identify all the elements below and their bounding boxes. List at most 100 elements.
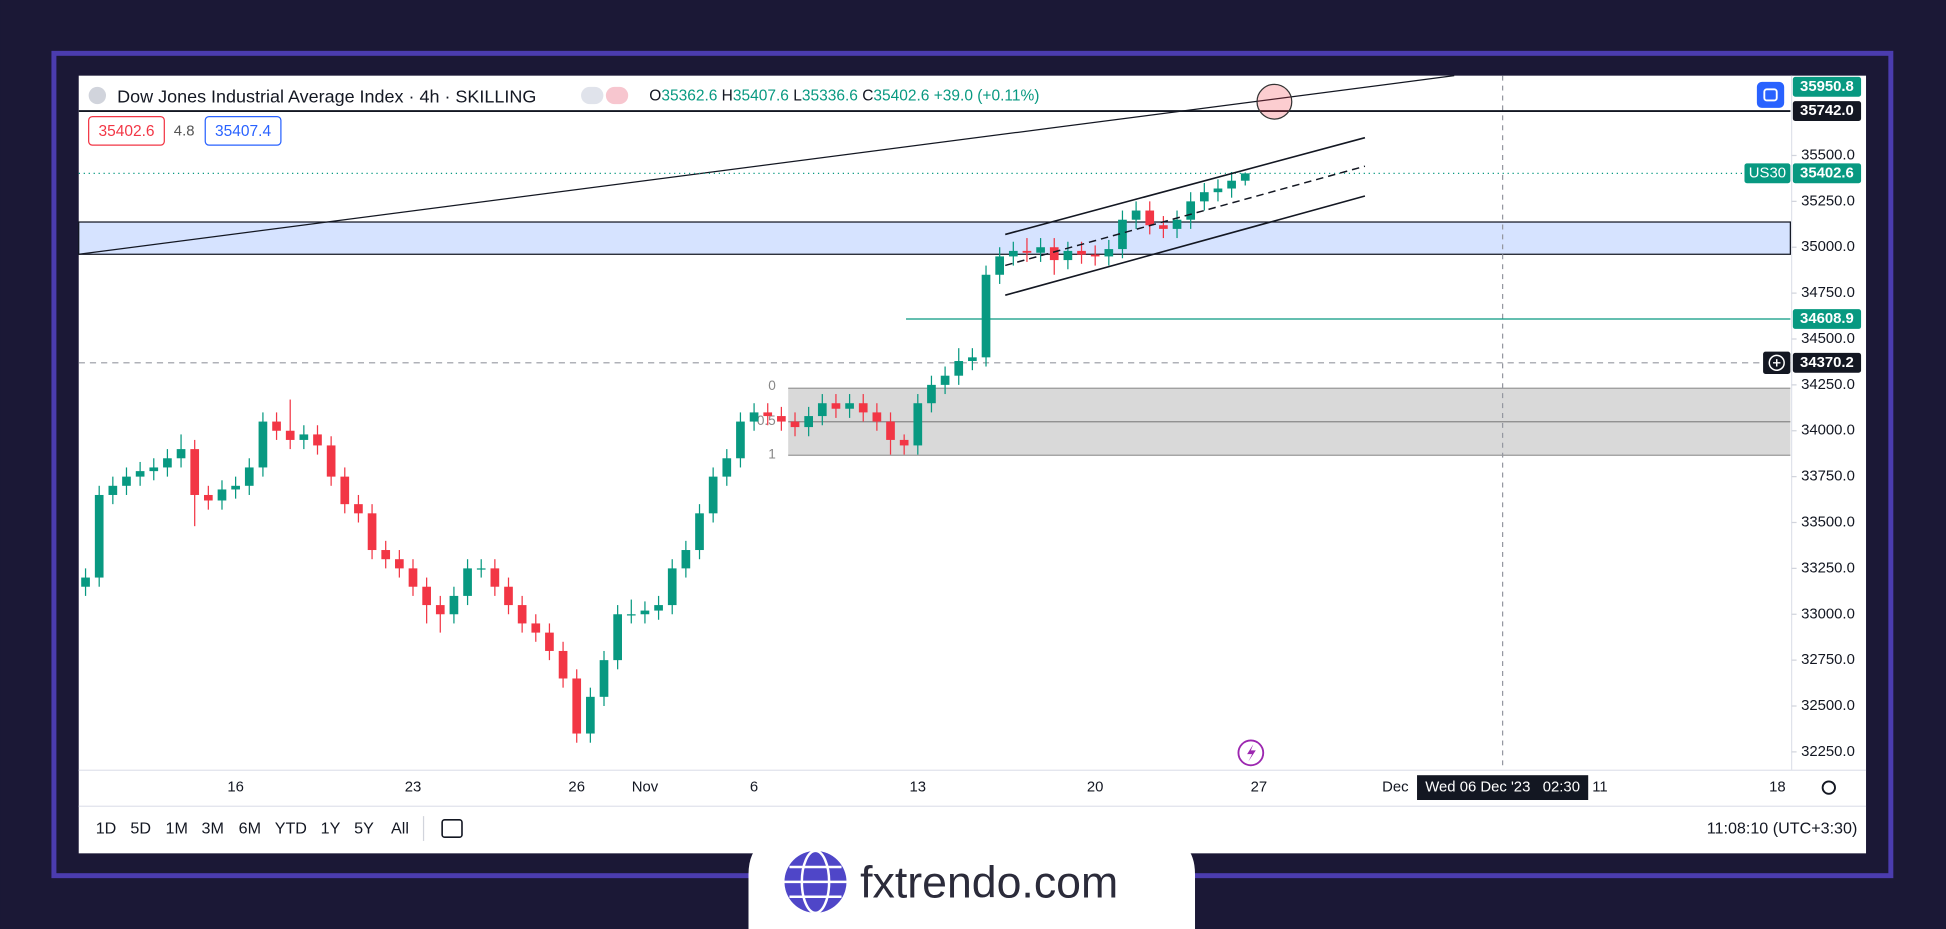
candle-body bbox=[1077, 250, 1086, 255]
candle-body bbox=[94, 494, 104, 578]
buy-price: 35407.4 bbox=[215, 123, 271, 140]
candle-body bbox=[572, 678, 582, 734]
candle-body bbox=[340, 476, 350, 505]
crosshair: Wed 06 Dec '23 02:30 bbox=[1237, 739, 1836, 801]
y-tick-label: 34000.0 bbox=[1801, 423, 1855, 439]
candle-body bbox=[517, 605, 527, 624]
timeframe-button[interactable]: 3M bbox=[201, 820, 223, 838]
candle-body bbox=[272, 421, 281, 431]
y-tick-label: 32750.0 bbox=[1801, 652, 1855, 668]
candle-body bbox=[858, 403, 868, 413]
price-tag-label: 35950.8 bbox=[1800, 79, 1854, 95]
candle-body bbox=[736, 421, 745, 459]
timeframe-button[interactable]: YTD bbox=[275, 820, 307, 838]
events-icon[interactable] bbox=[1237, 739, 1265, 767]
compare-icon bbox=[1763, 88, 1778, 102]
price-tag bbox=[1792, 352, 1862, 373]
candle-body bbox=[381, 550, 391, 560]
supply-zone bbox=[78, 221, 1791, 255]
y-tick-label: 35250.0 bbox=[1801, 193, 1855, 209]
fib-label: 1 bbox=[768, 446, 776, 461]
drawings: 0 0.5 1 bbox=[78, 75, 1791, 771]
legend: Dow Jones Industrial Average Index · 4h … bbox=[88, 81, 1785, 146]
date-range-icon[interactable] bbox=[441, 819, 463, 839]
candle-body bbox=[695, 513, 704, 551]
x-tick-label: 16 bbox=[227, 780, 244, 796]
price-tags: 35950.8 35742.0 35402.6 US30 34608.9 34370.2 bbox=[1744, 76, 1862, 374]
candle-body bbox=[1145, 210, 1155, 226]
price-tag bbox=[1792, 76, 1862, 97]
status-pill[interactable] bbox=[605, 86, 629, 105]
y-tick-label: 33750.0 bbox=[1801, 469, 1855, 485]
candle-body bbox=[176, 449, 186, 459]
x-tick-label: 23 bbox=[405, 780, 422, 796]
candle-body bbox=[899, 439, 909, 446]
x-tick-label: 26 bbox=[568, 780, 585, 796]
candle-body bbox=[435, 605, 445, 615]
candle-body bbox=[1240, 173, 1250, 181]
status-pill[interactable] bbox=[581, 86, 604, 105]
time-axis: 16 23 26 Nov 6 13 20 27 Dec 11 18 bbox=[78, 769, 1867, 796]
candle-body bbox=[749, 412, 759, 422]
candle-body bbox=[244, 467, 254, 486]
buy-button[interactable] bbox=[204, 115, 282, 146]
price-lines bbox=[78, 110, 1791, 364]
settings-icon[interactable] bbox=[1821, 780, 1836, 795]
x-tick-label: 11 bbox=[1592, 780, 1607, 796]
bottom-toolbar: 11:08:10 (UTC+3:30) 1D 5D 1M 3M 6M YTD 1Y 5Y All bbox=[78, 805, 1867, 841]
y-tick-label: 34750.0 bbox=[1801, 285, 1855, 301]
candle-body bbox=[1104, 249, 1114, 257]
timeframe-button[interactable]: 1M bbox=[166, 820, 188, 838]
candle-body bbox=[558, 650, 568, 679]
candle-body bbox=[940, 375, 950, 385]
y-tick-label: 32500.0 bbox=[1801, 698, 1855, 714]
x-tick-label: 13 bbox=[910, 780, 927, 796]
candle-body bbox=[449, 595, 459, 615]
symbol-tag bbox=[1744, 163, 1791, 184]
ohlc-letter: C bbox=[862, 87, 873, 104]
candle-body bbox=[790, 421, 800, 428]
candle-body bbox=[1022, 250, 1032, 253]
chart-panel bbox=[78, 75, 1867, 854]
candle-body bbox=[204, 494, 213, 501]
price-tag bbox=[1792, 101, 1862, 121]
symbol-tag-label: US30 bbox=[1749, 165, 1786, 181]
candle-body bbox=[654, 605, 663, 611]
timeframe-button[interactable]: 1Y bbox=[321, 820, 341, 838]
add-alert-plus bbox=[1773, 359, 1781, 367]
sell-button[interactable] bbox=[88, 115, 165, 146]
candle-body bbox=[545, 632, 554, 651]
ohlc-letter: L bbox=[793, 87, 802, 104]
price-tag-label: 34370.2 bbox=[1800, 355, 1854, 371]
candle-body bbox=[285, 430, 295, 440]
candle-body bbox=[1131, 210, 1141, 220]
candle-body bbox=[217, 489, 227, 501]
candle-body bbox=[149, 467, 159, 472]
candle-body bbox=[326, 445, 336, 477]
candle-body bbox=[463, 568, 472, 596]
candle-body bbox=[872, 412, 882, 422]
timeframe-button[interactable]: 5Y bbox=[354, 820, 374, 838]
price-axis: 32250.0 32500.0 32750.0 33000.0 33250.0 33500… bbox=[1790, 75, 1855, 771]
candle-body bbox=[722, 458, 732, 477]
candle-body bbox=[954, 361, 964, 376]
candle-body bbox=[1090, 254, 1100, 257]
timeframe-button[interactable]: 5D bbox=[130, 820, 151, 838]
candle-body bbox=[299, 434, 309, 440]
x-tick-label: 20 bbox=[1087, 780, 1104, 796]
timeframe-button[interactable]: All bbox=[391, 820, 409, 838]
timeframe-button[interactable]: 6M bbox=[239, 820, 261, 838]
candle-body bbox=[1199, 192, 1209, 202]
timeframe-button[interactable]: 1D bbox=[96, 820, 117, 838]
candle-body bbox=[708, 476, 718, 514]
candle-body bbox=[763, 412, 773, 417]
x-tick-label: 18 bbox=[1769, 780, 1786, 796]
compare-button[interactable] bbox=[1756, 81, 1785, 108]
candles bbox=[81, 172, 1250, 743]
candle-body bbox=[531, 623, 541, 633]
brand-name: fxtrendo.com bbox=[860, 859, 1118, 908]
ohlc-letter: H bbox=[722, 87, 733, 104]
ohlc-value: 35362.6 bbox=[661, 87, 717, 104]
